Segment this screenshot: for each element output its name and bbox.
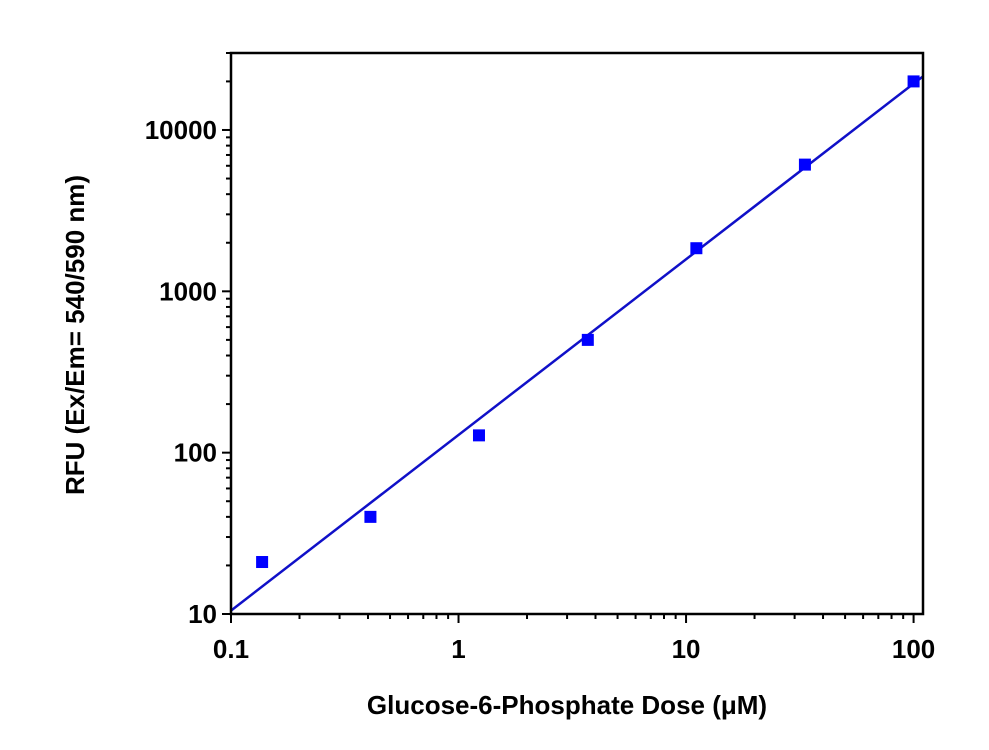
x-axis-title: Glucose-6-Phosphate Dose (μM) [367,690,767,720]
data-point [690,242,703,255]
data-point [472,429,485,442]
data-point [798,158,811,171]
y-tick-label: 10000 [145,115,217,145]
y-tick-label: 10 [188,599,217,629]
tick-labels-group: 0.1 1 10 100 10 100 1000 10000 [145,115,936,664]
y-axis-title: RFU (Ex/Em= 540/590 nm) [60,175,90,495]
y-tick-label: 1000 [159,276,217,306]
data-point [256,556,269,569]
x-tick-label: 1 [451,634,465,664]
data-point [581,333,594,346]
data-point [907,75,920,88]
data-point [364,510,377,523]
fit-line-group [230,75,924,612]
plot-frame [229,51,925,616]
x-tick-label: 100 [892,634,935,664]
y-tick-label: 100 [174,438,217,468]
x-tick-label: 0.1 [213,634,249,664]
data-points-group [256,75,920,569]
x-tick-label: 10 [672,634,701,664]
fit-line [230,75,924,612]
